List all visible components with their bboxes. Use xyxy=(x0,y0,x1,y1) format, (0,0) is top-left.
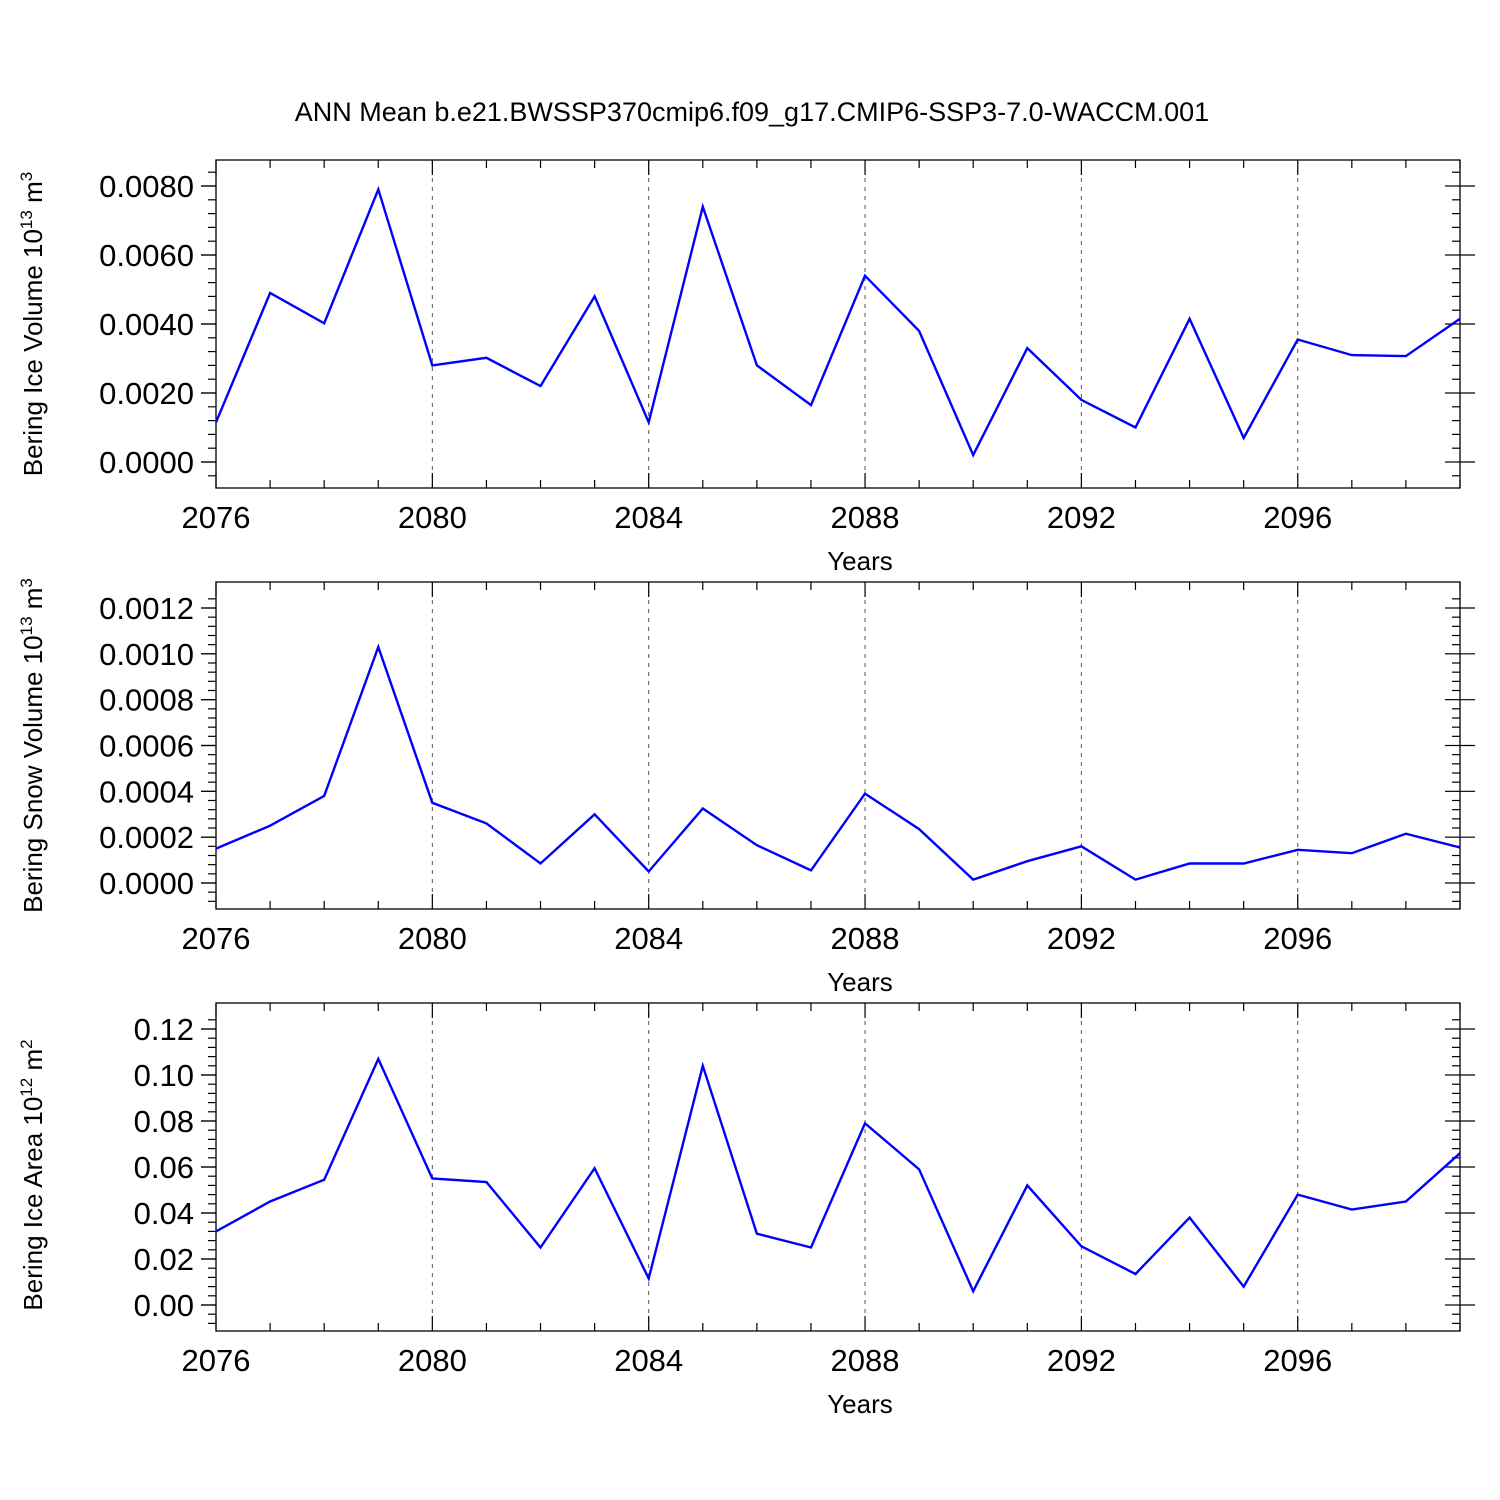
y-tick-label: 0.0000 xyxy=(99,445,194,480)
y-tick-label: 0.02 xyxy=(134,1242,194,1277)
x-tick-label: 2076 xyxy=(182,1343,251,1378)
plot-frame xyxy=(215,581,1461,910)
x-tick-label: 2076 xyxy=(182,500,251,535)
y-tick-label: 0.00 xyxy=(134,1288,194,1323)
x-tick-label: 2080 xyxy=(398,500,467,535)
plot-frame xyxy=(215,159,1461,489)
y-tick-label: 0.08 xyxy=(134,1104,194,1139)
y-tick-label: 0.0080 xyxy=(99,169,194,204)
series-line xyxy=(214,185,1461,458)
x-axis-label: Years xyxy=(827,967,893,997)
y-axis-label: Bering Ice Volume 1013 m3 xyxy=(17,172,48,476)
x-tick-label: 2088 xyxy=(831,921,900,956)
panel-ice-area: 2076 2080 2084 2088 2092 2096 0.00 0.02 0.04 0.06… xyxy=(17,1002,1475,1419)
y-tick-label: 0.10 xyxy=(134,1058,194,1093)
y-tick-label: 0.04 xyxy=(134,1196,194,1231)
y-tick-label: 0.0040 xyxy=(99,307,194,342)
y-tick-label: 0.0010 xyxy=(99,637,194,672)
y-tick-label: 0.0060 xyxy=(99,238,194,273)
y-tick-label: 0.0004 xyxy=(99,774,194,809)
panel-ice-volume: 2076 2080 2084 2088 2092 2096 0.0000 0.0020 0.00… xyxy=(17,159,1475,576)
y-tick-label: 0.0000 xyxy=(99,866,194,901)
x-tick-label: 2088 xyxy=(831,500,900,535)
x-tick-label: 2080 xyxy=(398,921,467,956)
x-tick-label: 2096 xyxy=(1263,921,1332,956)
y-axis-label: Bering Ice Area 1012 m2 xyxy=(17,1039,48,1310)
x-tick-label: 2092 xyxy=(1047,921,1116,956)
y-tick-label: 0.0012 xyxy=(99,591,194,626)
panel-snow-volume: 2076 2080 2084 2088 2092 2096 0.0000 0.0002 0.00… xyxy=(17,578,1475,997)
y-tick-label: 0.0008 xyxy=(99,683,194,718)
x-axis-label: Years xyxy=(827,546,893,576)
x-tick-label: 2084 xyxy=(614,1343,683,1378)
x-tick-label: 2080 xyxy=(398,1343,467,1378)
y-axis-label: Bering Snow Volume 1013 m3 xyxy=(17,578,48,913)
x-tick-label: 2084 xyxy=(614,921,683,956)
x-tick-label: 2096 xyxy=(1263,1343,1332,1378)
x-axis-label: Years xyxy=(827,1389,893,1419)
x-tick-label: 2092 xyxy=(1047,1343,1116,1378)
chart-title: ANN Mean b.e21.BWSSP370cmip6.f09_g17.CMI… xyxy=(295,97,1209,127)
x-tick-label: 2088 xyxy=(831,1343,900,1378)
y-tick-label: 0.0020 xyxy=(99,376,194,411)
x-tick-label: 2084 xyxy=(614,500,683,535)
series-line xyxy=(215,1055,1461,1294)
x-tick-label: 2092 xyxy=(1047,500,1116,535)
y-tick-label: 0.0002 xyxy=(99,820,194,855)
x-tick-label: 2076 xyxy=(182,921,251,956)
y-tick-label: 0.0006 xyxy=(99,729,194,764)
y-tick-label: 0.12 xyxy=(134,1012,194,1047)
plot-frame xyxy=(215,1002,1461,1332)
x-tick-label: 2096 xyxy=(1263,500,1332,535)
y-tick-label: 0.06 xyxy=(134,1150,194,1185)
series-line xyxy=(215,643,1461,881)
